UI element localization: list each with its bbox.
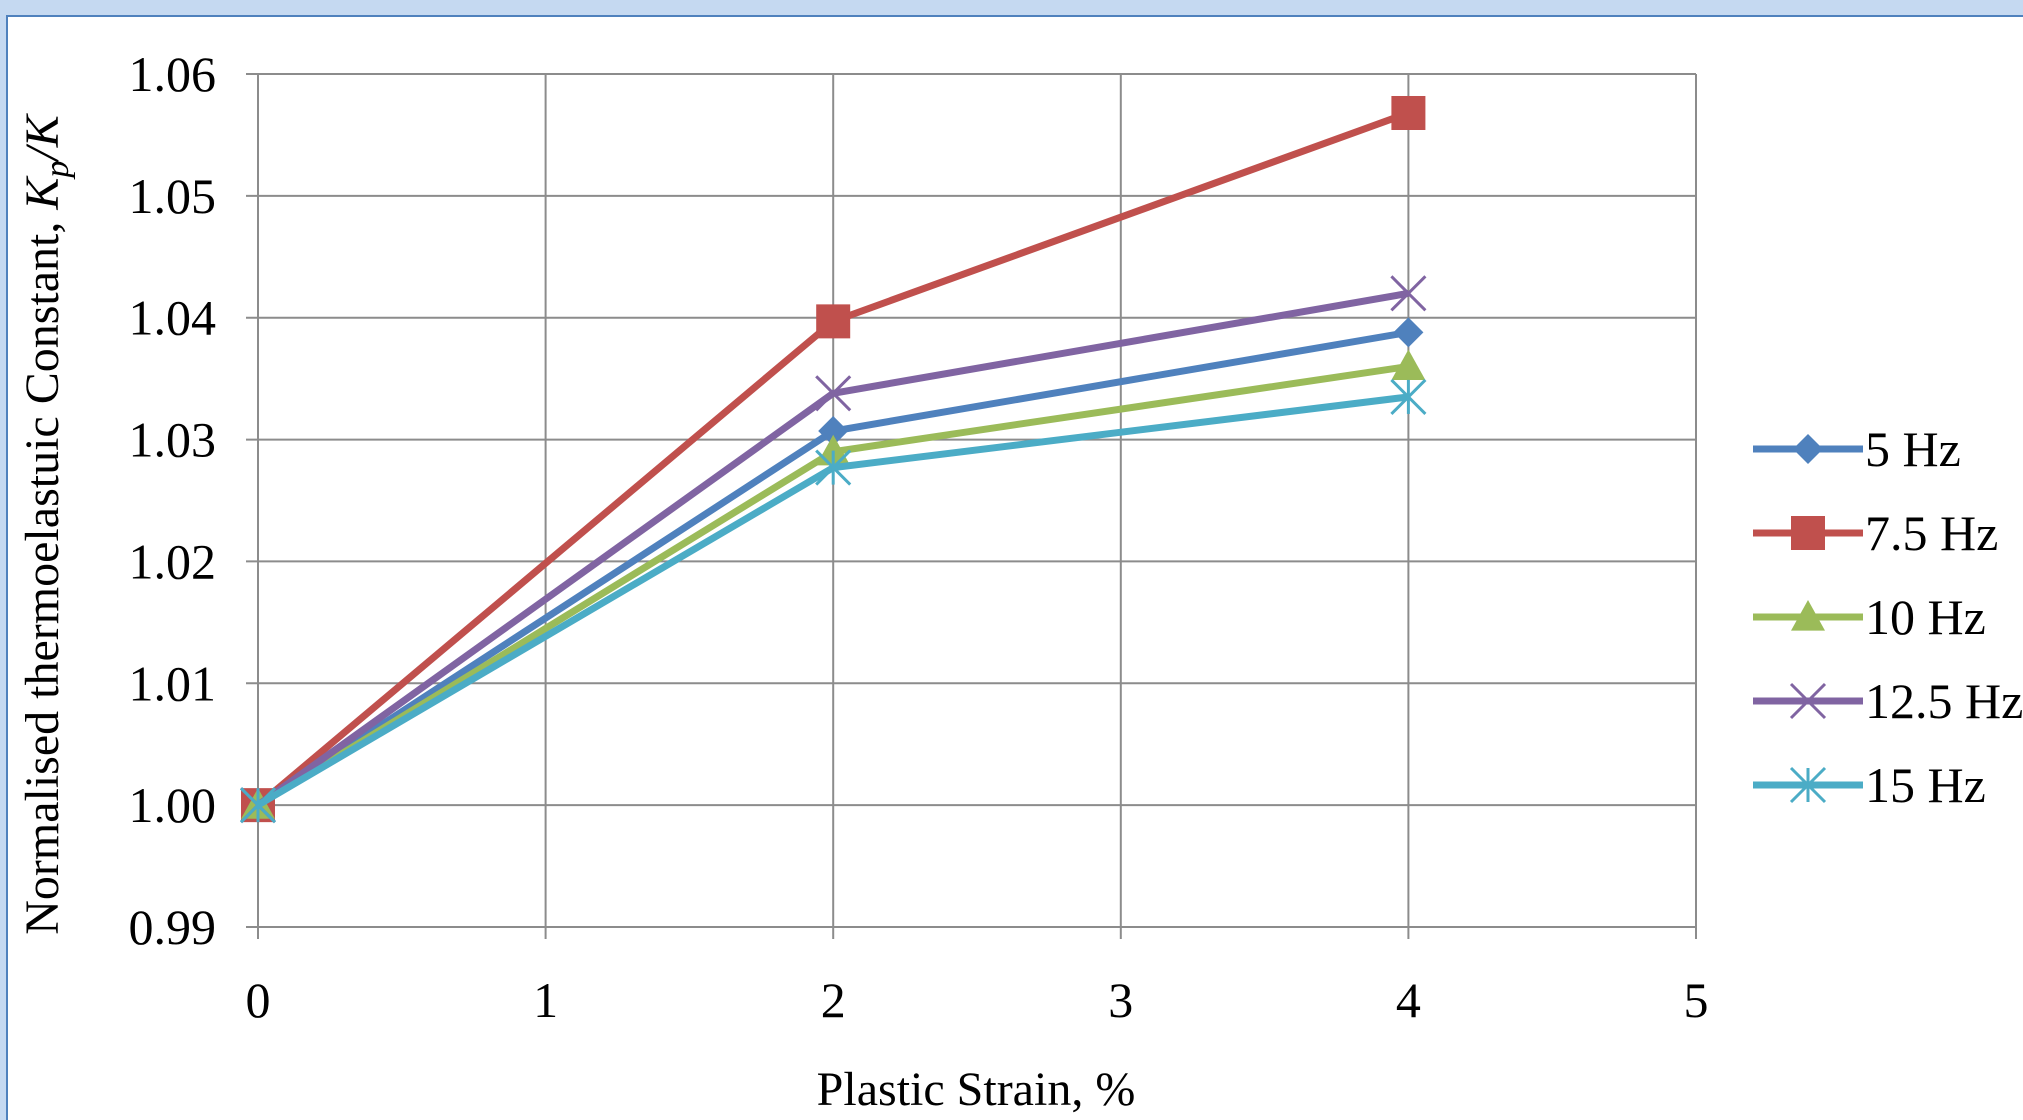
- legend-item: 5 Hz: [1753, 421, 1961, 477]
- legend-label: 5 Hz: [1865, 421, 1961, 477]
- y-tick-label: 0.99: [129, 899, 217, 955]
- legend-label: 10 Hz: [1865, 589, 1986, 645]
- chart-frame: 0.99 1.00 1.01 1.02 1.03 1.04 1.05 1.06 0 1 2 3 4 5 …: [6, 15, 2023, 1120]
- series-15-hz: [239, 378, 1427, 824]
- legend-marker: [1789, 766, 1827, 804]
- data-point: [815, 449, 852, 486]
- legend-item: 7.5 Hz: [1753, 505, 1998, 561]
- y-tick-label: 1.02: [129, 533, 217, 589]
- y-axis-ticks: 0.99 1.00 1.01 1.02 1.03 1.04 1.05 1.06: [129, 46, 217, 955]
- legend: 5 Hz 7.5 Hz 10 Hz 12.5 Hz 15 Hz: [1753, 421, 2023, 813]
- gridlines: [246, 73, 1697, 939]
- legend-item: 10 Hz: [1753, 589, 1986, 645]
- legend-marker: [1791, 516, 1825, 550]
- y-axis-title: Normalised thermoelastuic Constant, Kp/K: [16, 112, 76, 935]
- line-chart: 0.99 1.00 1.01 1.02 1.03 1.04 1.05 1.06 0 1 2 3 4 5 …: [16, 46, 2023, 1116]
- y-axis-title-k: K: [16, 175, 69, 211]
- legend-label: 15 Hz: [1865, 757, 1986, 813]
- data-point: [816, 304, 851, 339]
- y-tick-label: 1.06: [129, 46, 217, 102]
- data-point: [1393, 317, 1424, 348]
- y-tick-label: 1.03: [129, 412, 217, 468]
- legend-label: 12.5 Hz: [1865, 673, 2023, 729]
- data-point: [1390, 378, 1427, 415]
- x-tick-label: 0: [246, 972, 271, 1028]
- y-tick-label: 1.05: [129, 168, 217, 224]
- data-point: [1391, 95, 1426, 130]
- legend-label: 7.5 Hz: [1865, 505, 1998, 561]
- x-tick-label: 4: [1396, 972, 1421, 1028]
- x-axis-ticks: 0 1 2 3 4 5: [246, 972, 1709, 1028]
- data-point: [1391, 349, 1426, 381]
- legend-marker: [1789, 682, 1827, 720]
- data-point: [815, 375, 852, 412]
- y-tick-label: 1.04: [129, 290, 217, 346]
- data-point: [239, 787, 277, 824]
- y-axis-title-sub: p: [39, 161, 76, 180]
- series-layer: [239, 95, 1427, 824]
- y-tick-label: 1.00: [129, 777, 217, 833]
- x-axis-title: Plastic Strain, %: [817, 1063, 1136, 1116]
- data-point: [1390, 275, 1427, 312]
- y-tick-label: 1.01: [129, 655, 217, 711]
- x-tick-label: 2: [821, 972, 846, 1028]
- legend-marker: [1791, 600, 1825, 631]
- y-axis-title-tail: /K: [16, 112, 69, 163]
- y-axis-title-main: Normalised thermoelastuic Constant,: [16, 210, 69, 935]
- x-tick-label: 3: [1108, 972, 1133, 1028]
- legend-marker: [1793, 434, 1823, 464]
- data-point: [818, 416, 849, 447]
- legend-item: 15 Hz: [1753, 757, 1986, 813]
- x-tick-label: 5: [1684, 972, 1709, 1028]
- legend-item: 12.5 Hz: [1753, 673, 2023, 729]
- x-tick-label: 1: [533, 972, 558, 1028]
